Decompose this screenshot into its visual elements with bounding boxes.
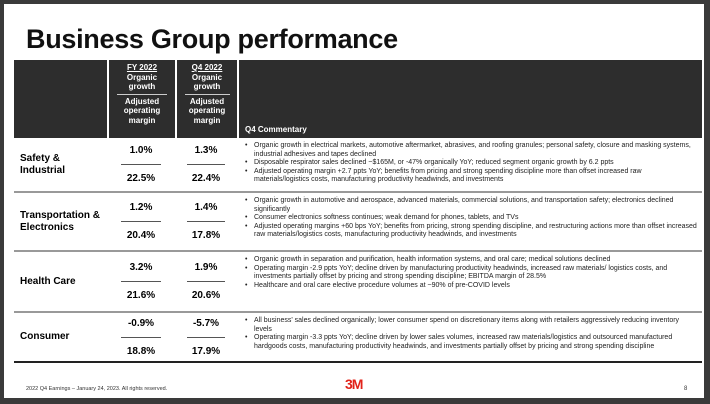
commentary: All business' sales declined organically… [237, 313, 702, 361]
fy-values: -0.9% 18.8% [107, 313, 175, 361]
fy-organic-growth: 1.2% [129, 202, 153, 213]
q4-operating-margin: 17.9% [191, 345, 221, 357]
commentary-bullet: Healthcare and oral care elective proced… [245, 282, 698, 291]
q4-organic-growth: 1.3% [194, 145, 218, 156]
commentary: Organic growth in automotive and aerospa… [237, 193, 702, 250]
fy-values: 3.2% 21.6% [107, 252, 175, 311]
fy-operating-margin: 22.5% [126, 173, 156, 184]
segment-name: Transportation & Electronics [20, 209, 101, 233]
fy-organic-growth: 3.2% [129, 262, 153, 273]
header-adjusted: Adjusted operating margin [123, 96, 161, 125]
divider [117, 93, 167, 95]
commentary-bullet: Organic growth in automotive and aerospa… [245, 197, 698, 214]
fy-operating-margin: 21.6% [126, 290, 156, 301]
segment-name: Consumer [20, 331, 70, 342]
commentary-bullet: Disposable respirator sales declined ~$1… [245, 159, 698, 168]
table-row: Health Care 3.2% 21.6% 1.9% 20.6% Organic gro… [14, 252, 702, 313]
q4-organic-growth: 1.9% [194, 262, 218, 273]
page-number: 8 [684, 386, 688, 392]
segment-name: Health Care [20, 275, 76, 287]
q4-values: 1.4% 17.8% [175, 193, 237, 250]
divider [120, 221, 162, 222]
page-title: Business Group performance [26, 24, 398, 54]
commentary-bullet: Adjusted operating margin +2.7 ppts YoY;… [245, 168, 698, 185]
fy-organic-growth: 1.0% [129, 145, 153, 156]
fy-values: 1.2% 20.4% [107, 193, 175, 250]
fy-organic-growth: -0.9% [127, 317, 155, 329]
q4-values: 1.9% 20.6% [175, 252, 237, 311]
q4-operating-margin: 20.6% [191, 290, 221, 301]
q4-values: 1.3% 22.4% [175, 138, 237, 191]
footer-text: 2022 Q4 Earnings – January 24, 2023. All… [26, 386, 168, 392]
table-header: FY 2022 Organic growth Adjusted operatin… [14, 60, 702, 138]
commentary-bullet: Organic growth in electrical markets, au… [245, 142, 698, 159]
divider [120, 281, 162, 282]
table-row: Consumer -0.9% 18.8% -5.7% 17.9% All business… [14, 313, 702, 363]
q4-operating-margin: 22.4% [191, 173, 221, 184]
header-organic: Organic growth [126, 72, 158, 92]
divider [120, 336, 162, 338]
3m-logo: 3M [345, 376, 363, 392]
header-fy2022: FY 2022 Organic growth Adjusted operatin… [107, 60, 175, 138]
segment-name: Safety & Industrial [20, 152, 66, 176]
commentary: Organic growth in electrical markets, au… [237, 138, 702, 191]
table-row: Safety & Industrial 1.0% 22.5% 1.3% 22.4% Org… [14, 138, 702, 193]
table-row: Transportation & Electronics 1.2% 20.4% 1.4… [14, 193, 702, 252]
header-blank [14, 60, 107, 138]
slide: Business Group performance FY 2022 Organ… [4, 4, 704, 398]
commentary-bullet: Adjusted operating margins +60 bps YoY; … [245, 223, 698, 240]
q4-operating-margin: 17.8% [191, 230, 221, 241]
fy-values: 1.0% 22.5% [107, 138, 175, 191]
q4-organic-growth: 1.4% [194, 202, 218, 213]
divider [187, 164, 225, 165]
divider [187, 336, 225, 338]
commentary-bullet: Operating margin -2.9 ppts YoY; decline … [245, 265, 698, 282]
header-q4-label: Q4 2022 [191, 63, 223, 72]
commentary-bullet: Consumer electronics softness continues;… [245, 214, 698, 223]
divider [187, 221, 225, 222]
header-organic: Organic growth [191, 72, 223, 92]
commentary-bullet: All business' sales declined organically… [245, 317, 698, 334]
commentary: Organic growth in separation and purific… [237, 252, 702, 311]
divider [120, 164, 162, 165]
commentary-bullet: Operating margin -3.3 ppts YoY; decline … [245, 334, 698, 351]
fy-operating-margin: 18.8% [126, 345, 156, 357]
divider [187, 281, 225, 282]
header-commentary: Q4 Commentary [237, 60, 702, 138]
q4-values: -5.7% 17.9% [175, 313, 237, 361]
header-fy-label: FY 2022 [126, 63, 158, 72]
commentary-bullet: Organic growth in separation and purific… [245, 256, 698, 265]
header-adjusted: Adjusted operating margin [188, 96, 226, 125]
performance-table: FY 2022 Organic growth Adjusted operatin… [14, 60, 702, 363]
fy-operating-margin: 20.4% [126, 230, 156, 241]
divider [184, 93, 230, 95]
q4-organic-growth: -5.7% [192, 317, 220, 329]
header-q42022: Q4 2022 Organic growth Adjusted operatin… [175, 60, 237, 138]
